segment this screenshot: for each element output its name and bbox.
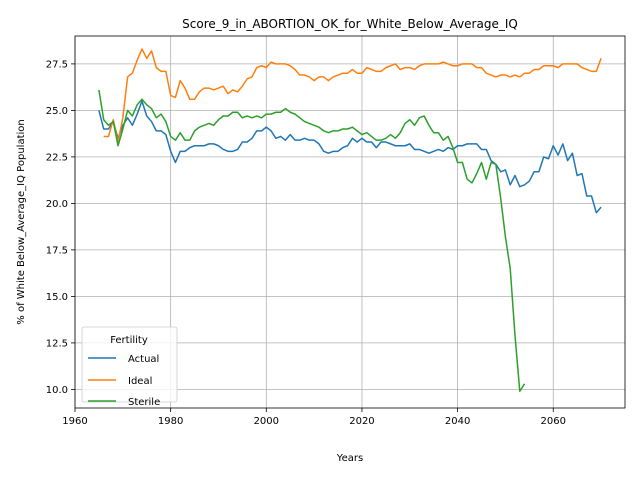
y-tick-label: 20.0 <box>46 199 68 210</box>
chart-title: Score_9_in_ABORTION_OK_for_White_Below_A… <box>182 17 518 31</box>
legend-title: Fertility <box>110 335 148 346</box>
series-line-ideal <box>103 48 602 143</box>
legend-label-ideal: Ideal <box>128 376 152 387</box>
y-tick-label: 10.0 <box>46 385 68 396</box>
y-tick-label: 12.5 <box>46 338 68 349</box>
series-line-actual <box>98 100 602 214</box>
x-tick-label: 2040 <box>445 416 470 427</box>
series-line-sterile <box>98 89 526 393</box>
legend-box <box>81 326 178 403</box>
legend-label-sterile: Sterile <box>128 397 160 408</box>
x-tick-label: 2060 <box>541 416 566 427</box>
axis-ticks: 1960 1980 2000 2020 2040 2060 10.0 12.5 15.0 17.5… <box>46 59 566 427</box>
x-axis-label: Years <box>336 453 363 464</box>
y-tick-label: 22.5 <box>46 152 68 163</box>
legend-label-actual: Actual <box>128 354 159 365</box>
x-tick-label: 1960 <box>62 416 87 427</box>
series-lines <box>98 48 602 393</box>
x-tick-label: 2020 <box>349 416 374 427</box>
y-tick-label: 17.5 <box>46 245 68 256</box>
y-axis-label: % of White Below_Average_IQ Population <box>16 119 27 324</box>
y-tick-label: 15.0 <box>46 292 68 303</box>
x-tick-label: 1980 <box>158 416 183 427</box>
legend: Fertility Actual Ideal Sterile <box>81 326 178 408</box>
x-tick-label: 2000 <box>254 416 279 427</box>
y-tick-label: 27.5 <box>46 59 68 70</box>
plot-frame <box>74 35 626 409</box>
y-tick-label: 25.0 <box>46 106 68 117</box>
